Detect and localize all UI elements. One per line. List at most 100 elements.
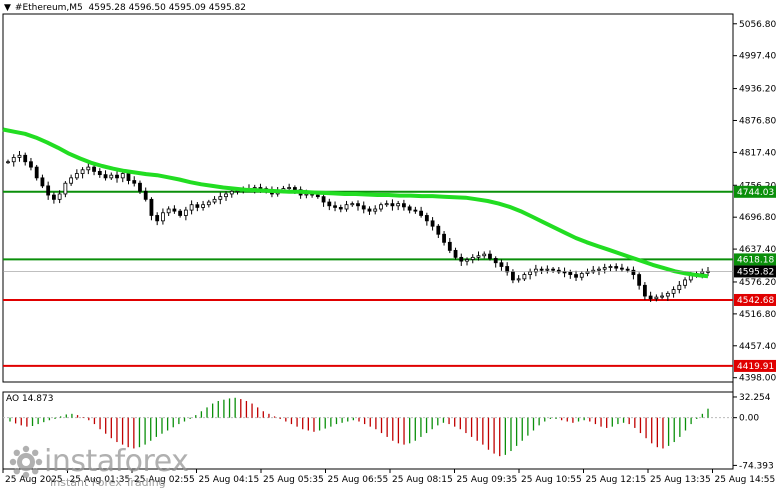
level-price-label: 4618.18 [737, 255, 774, 265]
candle-body [183, 209, 188, 216]
candle-body [516, 278, 521, 281]
candle-body [453, 249, 458, 258]
candle-body [40, 177, 45, 187]
candle-body [625, 268, 630, 271]
price-tick-label: 4876.80 [739, 116, 776, 126]
candle-body [212, 198, 217, 203]
candle-body [373, 208, 378, 212]
time-tick-label: 25 Aug 12:15 [586, 475, 647, 485]
candle-body [390, 203, 395, 207]
candle-body [74, 173, 79, 179]
candle-body [556, 269, 561, 273]
candle-body [206, 201, 211, 206]
candle-body [631, 269, 636, 275]
candle-body [120, 173, 125, 179]
candle-body [608, 266, 613, 268]
candle-body [419, 210, 424, 216]
candle-body [476, 255, 481, 258]
ao-tick-label: 32.254 [739, 393, 771, 403]
candle-body [17, 154, 22, 158]
candle-body [574, 274, 578, 278]
candle-body [660, 295, 664, 298]
candle-body [161, 212, 165, 222]
candle-body [562, 271, 567, 274]
moving-average-line [2, 127, 709, 279]
candle-body [539, 268, 544, 271]
candle-body [149, 198, 154, 216]
candle-body [602, 267, 607, 270]
candle-body [488, 253, 492, 259]
candle-body [333, 205, 337, 208]
level-price-label: 4542.68 [737, 296, 774, 306]
candle-body [97, 171, 102, 176]
time-tick-label: 25 Aug 09:35 [457, 475, 518, 485]
candle-body [665, 292, 670, 297]
candle-body [321, 196, 326, 203]
candle-body [379, 204, 383, 210]
time-tick-label: 25 Aug 08:15 [392, 475, 453, 485]
time-tick-label: 25 Aug 05:35 [263, 475, 324, 485]
candle-body [29, 161, 33, 168]
candle-body [166, 208, 171, 214]
candle-body [292, 187, 297, 191]
candle-body [493, 258, 498, 264]
candle-body [384, 203, 389, 206]
current-price-tag [734, 265, 776, 278]
ao-tick-label: 0.00 [739, 414, 759, 424]
candle-body [338, 207, 343, 210]
candle-body [138, 182, 142, 192]
price-tick-label: 4398.00 [739, 374, 776, 384]
candle-body [356, 203, 360, 207]
candle-body [224, 193, 228, 198]
candle-body [109, 174, 114, 179]
time-tick-label: 25 Aug 04:15 [199, 475, 260, 485]
candle-body [614, 266, 619, 269]
candle-body [511, 271, 515, 281]
instaforex-logo-icon [9, 445, 43, 479]
candle-body [465, 259, 469, 262]
dropdown-triangle-icon[interactable]: ▼ [4, 3, 11, 13]
main-pane-frame [2, 13, 734, 383]
time-tick-label: 25 Aug 01:35 [70, 475, 131, 485]
symbol-timeframe: #Ethereum,M5 [14, 3, 83, 13]
candle-body [132, 180, 137, 184]
price-tick-label: 4817.40 [739, 148, 776, 158]
candle-body [533, 268, 538, 273]
candle-body [172, 208, 177, 212]
candle-body [327, 201, 332, 207]
candle-body [92, 166, 96, 172]
candle-body [442, 233, 446, 243]
candle-body [6, 161, 10, 164]
candle-body [591, 269, 596, 273]
candle-body [315, 194, 320, 198]
price-tick-label: 5056.80 [739, 20, 776, 30]
candle-body [528, 271, 533, 275]
candle-body [637, 274, 642, 286]
candle-body [57, 193, 62, 200]
candle-body [402, 203, 406, 208]
candle-body [126, 173, 131, 181]
price-tick-label: 4936.20 [739, 85, 776, 95]
candle-body [143, 190, 148, 200]
candle-body [424, 215, 429, 222]
candle-body [642, 284, 647, 297]
level-price-label: 4419.91 [737, 362, 774, 372]
candle-body [522, 274, 527, 280]
candle-body [80, 169, 85, 174]
candle-body [505, 266, 510, 273]
candle-body [648, 295, 653, 300]
candle-body [34, 166, 39, 179]
candle-body [470, 256, 475, 260]
candle-body [11, 157, 16, 163]
candle-body [568, 272, 573, 275]
time-tick-label: 25 Aug 10:55 [521, 475, 582, 485]
candle-body [551, 268, 555, 271]
price-tick-label: 4516.80 [739, 310, 776, 320]
candle-body [350, 203, 355, 206]
candle-body [482, 253, 487, 257]
candle-body [344, 204, 349, 210]
current-price-label: 4595.82 [737, 267, 774, 277]
candle-body [677, 284, 682, 290]
candle-body [218, 196, 223, 200]
